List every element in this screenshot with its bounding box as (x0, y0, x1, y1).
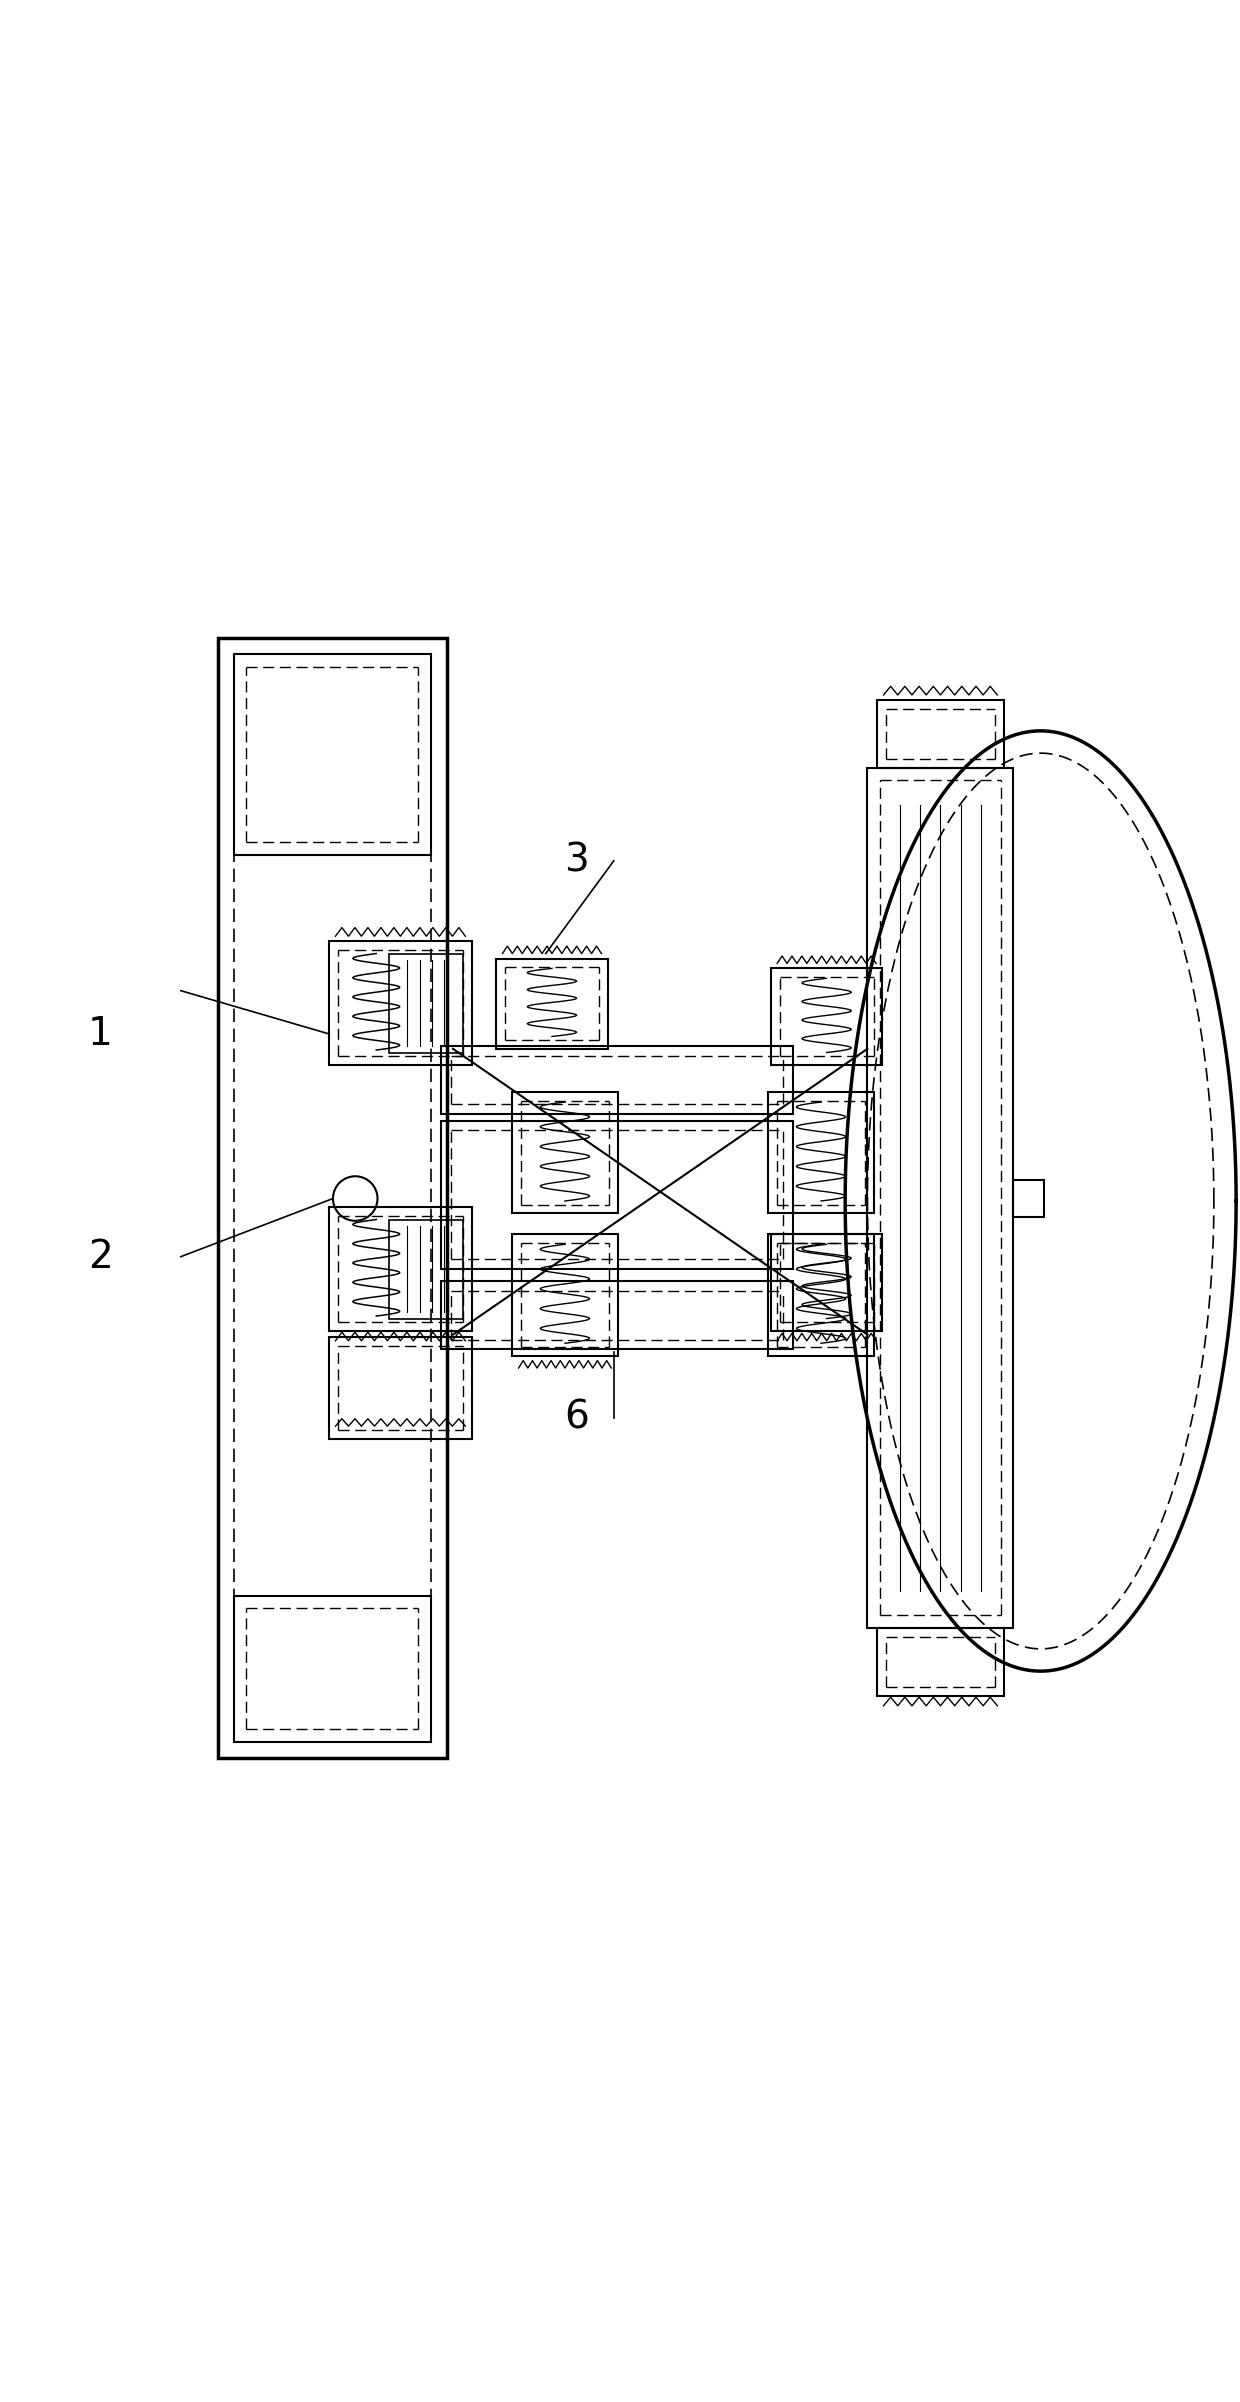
Bar (234, 653, 430, 855)
Bar (440, 1122, 794, 1268)
Bar (330, 1338, 471, 1439)
Bar (388, 1220, 463, 1319)
Bar (218, 639, 446, 1758)
Bar (769, 1235, 874, 1355)
Bar (771, 1235, 883, 1331)
Text: 3: 3 (564, 841, 589, 879)
Bar (234, 1595, 430, 1741)
Text: 6: 6 (564, 1398, 589, 1436)
Bar (1013, 1179, 1044, 1218)
Bar (512, 1235, 618, 1355)
Bar (512, 1093, 618, 1213)
Bar (440, 1047, 794, 1115)
Bar (330, 942, 471, 1064)
Bar (440, 1280, 794, 1350)
Bar (878, 699, 1003, 769)
Bar (769, 1093, 874, 1213)
Bar (330, 1208, 471, 1331)
Bar (496, 958, 608, 1050)
Text: 1: 1 (88, 1016, 113, 1052)
Bar (878, 1629, 1003, 1696)
Bar (388, 954, 463, 1052)
Bar (771, 968, 883, 1064)
Bar (868, 769, 1013, 1629)
Text: 2: 2 (88, 1237, 113, 1275)
